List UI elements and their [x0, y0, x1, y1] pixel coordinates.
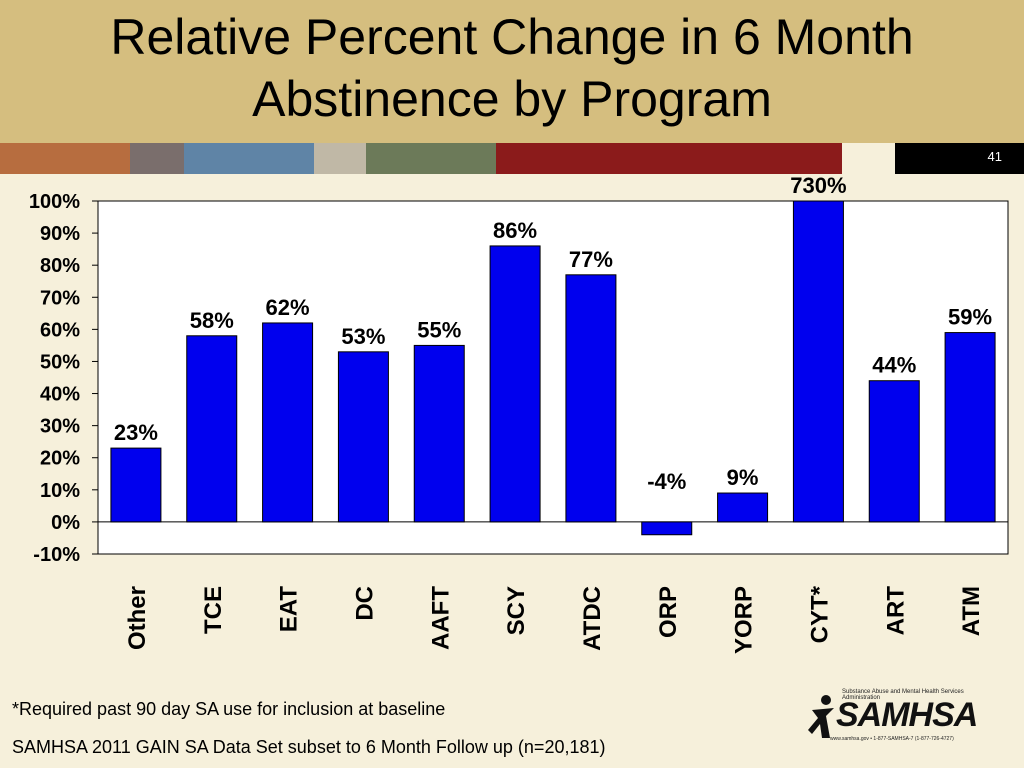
x-tick-label: TCE [200, 586, 227, 634]
strip-segment [496, 143, 842, 174]
y-tick-label: 90% [40, 223, 80, 245]
x-tick-label: ORP [655, 586, 682, 638]
y-tick-label: 30% [40, 416, 80, 438]
y-tick-label: 10% [40, 480, 80, 502]
logo-text: SAMHSA [836, 696, 978, 734]
y-tick-label: 20% [40, 448, 80, 470]
strip-segment [0, 143, 130, 174]
slide-title-line2: Abstinence by Program [252, 71, 772, 127]
bar [944, 332, 996, 523]
slide-title-line1: Relative Percent Change in 6 Month [110, 9, 914, 65]
strip-segment [366, 143, 496, 174]
samhsa-logo: Substance Abuse and Mental Health Servic… [808, 688, 978, 746]
title-band [0, 0, 1024, 143]
person-figure-icon [808, 695, 834, 738]
bar [110, 447, 162, 523]
y-tick-label: 0% [51, 512, 80, 534]
data-label: 77% [569, 247, 613, 272]
y-tick-label: 80% [40, 255, 80, 277]
strip-segment [314, 143, 366, 174]
x-tick-label: ART [882, 586, 909, 636]
data-label: 9% [727, 465, 759, 490]
footnote-source: SAMHSA 2011 GAIN SA Data Set subset to 6… [12, 737, 606, 757]
x-tick-label: AAFT [427, 586, 454, 650]
plot-area [97, 200, 1009, 555]
bar-chart: 100% 90% 80% 70% 60% 50% 40% 30% 20% 10% 0% -10% 23%… [29, 174, 1009, 654]
data-label: 58% [190, 308, 234, 333]
data-label: 53% [341, 324, 385, 349]
data-label: 62% [266, 295, 310, 320]
y-tick-label: -10% [33, 544, 80, 566]
data-label: 44% [872, 353, 916, 378]
slide-number: 41 [987, 149, 1002, 164]
data-label: 86% [493, 218, 537, 243]
footnote-required: *Required past 90 day SA use for inclusi… [12, 699, 446, 719]
bar [717, 492, 769, 523]
x-tick-label: EAT [276, 586, 303, 633]
bar [413, 344, 465, 523]
strip-segment [842, 143, 895, 174]
strip-segment [895, 143, 1024, 174]
x-tick-label: CYT* [806, 585, 833, 643]
x-tick-label: DC [351, 586, 378, 621]
x-tick-label: Other [124, 586, 151, 650]
logo-tagline: Substance Abuse and Mental Health Servic… [842, 689, 964, 701]
bar [489, 245, 541, 523]
x-tick-label: SCY [503, 586, 530, 635]
y-tick-label: 60% [40, 319, 80, 341]
data-label: 23% [114, 420, 158, 445]
data-label: 55% [417, 317, 461, 342]
data-label: 730% [790, 174, 846, 198]
logo-url: www.samhsa.gov • 1-877-SAMHSA-7 (1-877-7… [830, 736, 954, 742]
x-tick-label: ATDC [579, 586, 606, 651]
y-tick-label: 70% [40, 287, 80, 309]
bar [186, 335, 238, 523]
y-tick-label: 40% [40, 384, 80, 406]
x-tick-label: ATM [958, 586, 985, 636]
bar [868, 380, 920, 523]
x-tick-label: YORP [731, 586, 758, 654]
strip-segment [184, 143, 314, 174]
bar [337, 351, 389, 523]
data-label: 59% [948, 305, 992, 330]
color-strip [0, 143, 1024, 174]
slide-title: Relative Percent Change in 6 Month Absti… [0, 6, 1024, 130]
bar [262, 322, 314, 523]
bar [792, 200, 844, 523]
bar [641, 521, 693, 536]
y-tick-label: 100% [29, 191, 80, 213]
strip-segment [130, 143, 184, 174]
data-label: -4% [647, 469, 686, 494]
y-tick-label: 50% [40, 351, 80, 373]
bar [565, 274, 617, 523]
